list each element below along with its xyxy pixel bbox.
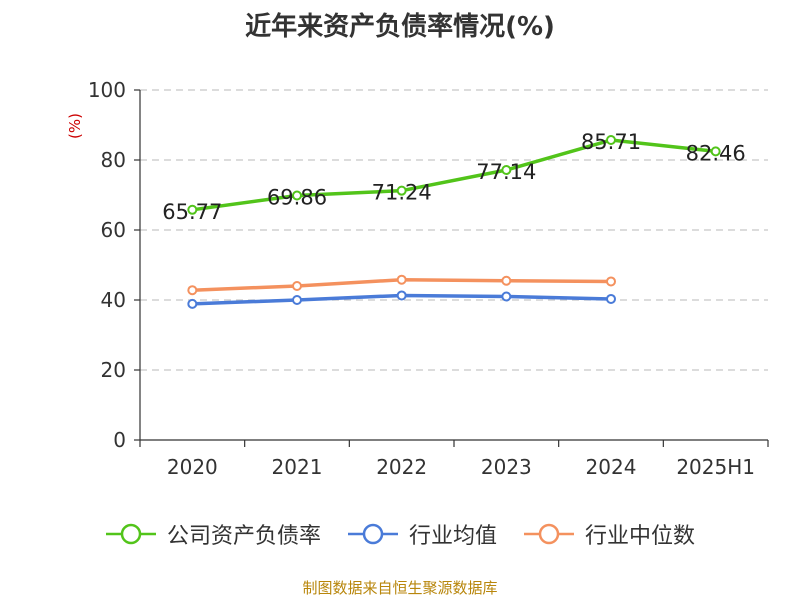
y-tick-label: 0 [113, 428, 126, 452]
data-point [187, 285, 198, 296]
y-tick-label: 100 [88, 78, 126, 102]
series-layer [187, 135, 721, 309]
y-tick-label: 20 [101, 358, 126, 382]
series-line [190, 138, 718, 212]
y-tick-label: 40 [101, 288, 126, 312]
data-label: 77.14 [476, 160, 536, 184]
data-point [501, 275, 512, 286]
grid-lines [140, 89, 768, 371]
data-point [501, 291, 512, 302]
data-label: 65.77 [162, 200, 222, 224]
x-tick-label: 2024 [586, 455, 637, 479]
data-label: 71.24 [372, 181, 432, 205]
y-tick-label: 80 [101, 148, 126, 172]
legend-swatch-marker [538, 523, 560, 545]
data-labels: 65.77 69.86 71.24 77.14 85.71 82.46 [162, 130, 745, 224]
data-point [292, 281, 302, 291]
data-label: 82.46 [686, 141, 746, 165]
axes: 0 20 40 60 80 100 2020 2021 2022 2023 2024 2025H1 [88, 78, 769, 479]
data-point [187, 298, 198, 309]
data-point [606, 276, 616, 287]
legend-label: 行业中位数 [585, 524, 696, 549]
data-point [292, 295, 302, 305]
legend-label: 公司资产负债率 [166, 524, 321, 549]
legend-label: 行业均值 [408, 524, 497, 549]
data-point [710, 146, 721, 157]
data-label: 69.86 [267, 185, 327, 209]
x-tick-label: 2021 [272, 455, 323, 479]
legend-swatch [105, 523, 156, 545]
data-point [396, 185, 407, 196]
x-tick-label: 2022 [376, 455, 427, 479]
data-point [396, 290, 407, 301]
data-point [396, 274, 407, 285]
legend-swatch [347, 523, 398, 545]
data-point [606, 135, 616, 146]
data-point [501, 165, 512, 176]
legend: 公司资产负债率 行业均值 行业中位数 [0, 518, 800, 550]
legend-swatch-marker [120, 523, 142, 545]
x-tick-label: 2025H1 [676, 455, 755, 479]
chart-title: 近年来资产负债率情况(%) [245, 12, 555, 42]
source-note: 制图数据来自恒生聚源数据库 [302, 579, 498, 597]
legend-swatch [524, 523, 574, 545]
data-label: 85.71 [581, 130, 641, 154]
legend-item[interactable]: 行业中位数 [523, 518, 695, 550]
data-point [292, 190, 302, 201]
x-tick-label: 2020 [167, 455, 218, 479]
x-tick-label: 2023 [481, 455, 532, 479]
y-axis-label: (%) [66, 113, 84, 139]
legend-swatch-marker [362, 523, 384, 545]
legend-item[interactable]: 公司资产负债率 [105, 518, 321, 550]
data-point [187, 204, 198, 215]
y-tick-label: 60 [101, 218, 126, 242]
data-point [606, 293, 616, 304]
legend-item[interactable]: 行业均值 [347, 518, 497, 550]
